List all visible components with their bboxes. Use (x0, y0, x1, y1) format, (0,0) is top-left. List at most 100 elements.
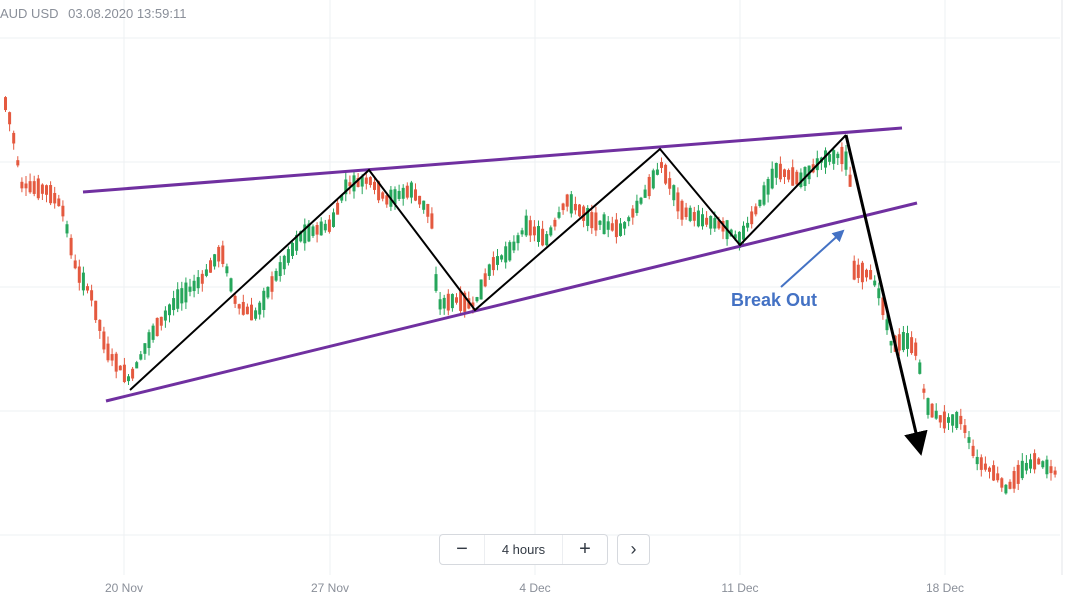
candle-body (975, 456, 979, 465)
candle-body (348, 182, 352, 187)
candle-body (832, 150, 836, 164)
candle-body (532, 226, 536, 236)
candle-body (176, 289, 180, 309)
candle-body (209, 260, 212, 273)
candle-body (569, 194, 573, 214)
candle-body (897, 334, 901, 351)
breakout-arrow (844, 134, 928, 456)
symbol-label: AUD USD (0, 6, 59, 21)
candle-body (450, 294, 454, 309)
drawings (82, 126, 928, 456)
candle-body (315, 224, 319, 235)
candle-body (1037, 458, 1041, 465)
candle-body (852, 260, 856, 280)
zoom-out-button[interactable]: − (440, 535, 484, 564)
candle-body (479, 279, 483, 300)
candle-body (869, 270, 873, 280)
x-tick-label: 20 Nov (104, 581, 144, 595)
candle-body (237, 304, 241, 309)
candle-body (623, 222, 627, 229)
candle-body (303, 224, 307, 244)
candle-body (865, 269, 868, 278)
candle-body (680, 200, 684, 220)
candle-body (762, 185, 766, 205)
candle-body (368, 177, 372, 186)
candle-body (721, 220, 725, 232)
zoom-in-button[interactable]: + (563, 535, 607, 564)
candle-body (475, 297, 479, 302)
candle-body (520, 230, 524, 235)
candle-body (955, 411, 959, 429)
candle-body (135, 362, 139, 369)
candle-body (463, 292, 467, 312)
candle-body (163, 310, 167, 321)
candle-body (828, 154, 832, 162)
timeframe-control: − 4 hours + (439, 534, 608, 565)
candle-body (799, 172, 803, 188)
candle-body (647, 176, 651, 197)
candle-body (262, 290, 266, 310)
candle-body (860, 262, 864, 283)
candle-body (1020, 460, 1024, 479)
candle-body (696, 210, 700, 227)
candle-body (1000, 478, 1004, 488)
candle-body (504, 246, 508, 263)
candle-body (942, 411, 946, 429)
candle-body (32, 181, 36, 194)
candle-body (1004, 484, 1008, 494)
candle-body (291, 242, 294, 256)
candle-body (918, 362, 922, 374)
candle-body (754, 206, 758, 215)
candle-body (422, 200, 426, 210)
candle-body (926, 398, 930, 415)
candle-body (16, 160, 20, 166)
candle-body (500, 255, 504, 260)
candle-body (471, 302, 475, 307)
candle-body (631, 208, 635, 218)
candle-body (12, 132, 16, 144)
candle-body (233, 295, 237, 304)
candle-body (959, 415, 963, 425)
candle-body (643, 189, 647, 198)
candle-body (102, 331, 106, 350)
candle-body (127, 376, 130, 382)
x-tick-label: 27 Nov (310, 581, 350, 595)
candle-body (746, 222, 750, 228)
candle-body (844, 151, 848, 170)
candle-body (774, 163, 778, 178)
candle-body (245, 306, 249, 315)
candle-body (455, 297, 458, 303)
candle-body (434, 274, 438, 291)
candle-body (537, 226, 540, 242)
candle-body (418, 195, 422, 205)
next-button[interactable]: › (617, 534, 650, 565)
candle-body (319, 221, 323, 236)
candle-body (549, 227, 553, 236)
candle-body (340, 195, 344, 201)
candle-body (36, 178, 40, 199)
candle-body (582, 206, 586, 221)
candle-body (217, 246, 221, 262)
candle-body (619, 223, 622, 236)
candle-body (405, 185, 409, 198)
candle-body (147, 332, 151, 349)
candle-body (98, 319, 102, 331)
candle-body (1045, 459, 1049, 475)
candle-body (553, 219, 557, 227)
x-tick-label: 18 Dec (925, 581, 965, 595)
candle-body (951, 414, 955, 426)
candle-body (1041, 461, 1045, 468)
candle-body (778, 163, 782, 180)
candle-body (713, 218, 717, 229)
upper-channel-line (82, 126, 903, 194)
candle-body (906, 333, 909, 349)
candle-body (614, 219, 618, 238)
candle-body (787, 170, 791, 180)
candle-body (409, 182, 413, 198)
candle-body (983, 463, 987, 470)
candle-body (705, 217, 709, 225)
candle-body (528, 220, 532, 236)
candle-body (278, 262, 282, 277)
candle-body (282, 255, 286, 270)
